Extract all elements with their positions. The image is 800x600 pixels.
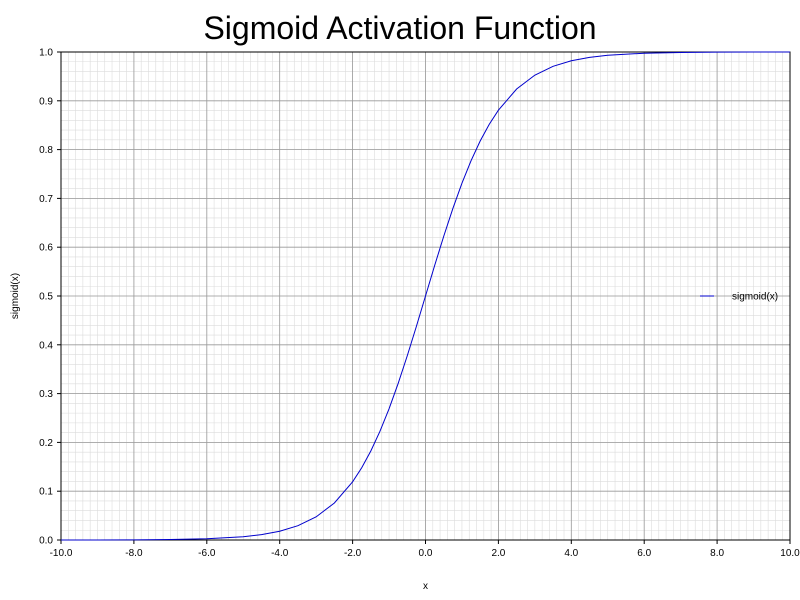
y-tick-label: 1.0 [39, 48, 53, 59]
x-tick-label: -4.0 [271, 548, 289, 559]
series-line-sigmoid [60, 51, 791, 541]
y-tick-label: 0.2 [39, 438, 53, 449]
y-tick-label: 0.9 [39, 96, 53, 107]
y-tick-label: 0.0 [39, 536, 53, 547]
x-tick-label: 6.0 [637, 548, 651, 559]
x-tick-label: -8.0 [125, 548, 143, 559]
y-axis-label: sigmoid(x) [10, 273, 21, 319]
x-tick-label: 0.0 [419, 548, 433, 559]
x-axis-label: x [423, 581, 428, 592]
y-tick-label: 0.5 [39, 292, 53, 303]
x-tick-label: 10.0 [780, 548, 800, 559]
x-tick-label: -6.0 [198, 548, 216, 559]
y-tick-label: 0.8 [39, 145, 53, 156]
chart-title: Sigmoid Activation Function [203, 10, 597, 46]
legend: sigmoid(x) [700, 292, 778, 303]
x-axis-ticks: -10.0 -8.0 -6.0 -4.0 -2.0 0.0 2.0 4.0 6.0 8.0 10.0 [50, 540, 800, 559]
y-tick-label: 0.1 [39, 487, 53, 498]
x-tick-label: 8.0 [710, 548, 724, 559]
x-tick-label: 2.0 [491, 548, 505, 559]
y-tick-label: 0.6 [39, 243, 53, 254]
y-tick-label: 0.4 [39, 340, 53, 351]
y-tick-label: 0.3 [39, 389, 53, 400]
series-layer [60, 51, 791, 541]
x-tick-label: 4.0 [564, 548, 578, 559]
legend-label-sigmoid: sigmoid(x) [732, 292, 778, 303]
x-tick-label: -10.0 [50, 548, 73, 559]
y-tick-label: 0.7 [39, 194, 53, 205]
y-axis-ticks: 0.0 0.1 0.2 0.3 0.4 0.5 0.6 0.7 0.8 0.9 1.0 [39, 48, 61, 547]
x-tick-label: -2.0 [344, 548, 362, 559]
